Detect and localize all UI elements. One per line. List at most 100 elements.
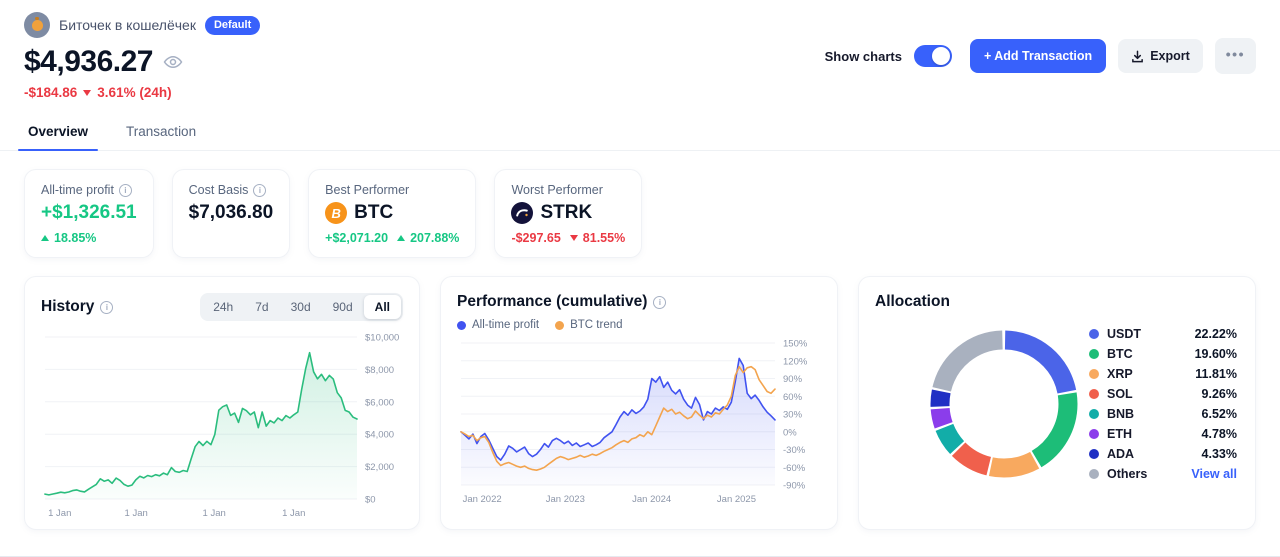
stat-percent: 81.55%	[582, 231, 626, 245]
history-title: History	[41, 298, 95, 315]
performance-card: Performance (cumulative) i All-time profi…	[440, 276, 838, 530]
legend-dot-btc-trend	[555, 320, 565, 330]
change-amount: -$184.86	[24, 85, 78, 100]
legend-label: SOL	[1107, 387, 1133, 401]
stat-card-cost-basis: Cost Basis i $7,036.80	[171, 169, 291, 258]
svg-text:120%: 120%	[783, 356, 808, 367]
legend-item-bnb: BNB 6.52%	[1089, 406, 1237, 423]
stat-value: +$1,326.51	[41, 202, 137, 223]
caret-down-icon	[83, 89, 92, 96]
header: Биточек в кошелёчек Default $4,936.27 -$…	[0, 0, 1280, 100]
history-chart: $10,000 $8,000 $6,000 $4,000 $2,000 $0 1 Jan 1 …	[44, 333, 399, 519]
svg-text:0%: 0%	[783, 427, 797, 438]
show-charts-toggle[interactable]	[913, 45, 952, 67]
allocation-donut	[930, 330, 1078, 478]
legend-label: All-time profit	[472, 319, 540, 331]
svg-text:$2,000: $2,000	[365, 462, 394, 473]
default-badge: Default	[204, 15, 261, 35]
legend-item-xrp: XRP 11.81%	[1089, 366, 1237, 383]
legend-dot	[1089, 329, 1099, 339]
range-button-7d[interactable]: 7d	[244, 295, 279, 319]
coin-symbol: BTC	[354, 202, 394, 223]
history-range-selector: 24h 7d 30d 90d All	[200, 293, 403, 321]
legend-percent: 9.26%	[1201, 387, 1237, 401]
legend-percent: 6.52%	[1201, 407, 1237, 421]
allocation-legend: USDT 22.22% BTC 19.60% XRP 11.81% SOL 9.26% BNB 6…	[1089, 326, 1239, 483]
legend-item-btc: BTC 19.60%	[1089, 346, 1237, 363]
export-button[interactable]: Export	[1118, 39, 1203, 73]
legend-dot	[1089, 449, 1099, 459]
legend-label: USDT	[1107, 327, 1142, 341]
stat-label: Worst Performer	[511, 183, 603, 197]
legend-dot	[1089, 469, 1099, 479]
range-button-30d[interactable]: 30d	[280, 295, 322, 319]
caret-down-icon	[569, 235, 578, 241]
charts-row: History i 24h 7d 30d 90d All $10,000 $8,000 $6,…	[0, 272, 1280, 530]
legend-item-sol: SOL 9.26%	[1089, 386, 1237, 403]
legend-label: BNB	[1107, 407, 1135, 421]
legend-dot	[1089, 429, 1099, 439]
legend-percent: 22.22%	[1194, 327, 1237, 341]
tab-bar: Overview Transaction	[0, 118, 1280, 151]
svg-text:$6,000: $6,000	[365, 397, 394, 408]
range-button-24h[interactable]: 24h	[202, 295, 244, 319]
wallet-summary: Биточек в кошелёчек Default $4,936.27 -$…	[24, 12, 261, 100]
legend-label: XRP	[1107, 367, 1133, 381]
tab-transaction[interactable]: Transaction	[126, 124, 197, 139]
stat-percent: 207.88%	[410, 231, 460, 245]
caret-up-icon	[41, 235, 49, 241]
legend-label: Others	[1107, 467, 1148, 481]
legend-percent: 4.78%	[1201, 427, 1237, 441]
btc-icon: B	[325, 202, 348, 224]
tab-overview[interactable]: Overview	[17, 118, 99, 151]
view-all-link[interactable]: View all	[1191, 467, 1237, 481]
info-icon[interactable]: i	[653, 295, 667, 309]
performance-legend: All-time profit BTC trend	[457, 319, 821, 331]
portfolio-balance: $4,936.27	[24, 45, 153, 78]
info-icon[interactable]: i	[118, 183, 132, 197]
header-controls: Show charts + Add Transaction Export •••	[825, 38, 1256, 74]
coin-symbol: STRK	[540, 202, 593, 223]
add-transaction-button[interactable]: + Add Transaction	[969, 39, 1107, 73]
donut-segment-btc	[930, 330, 1078, 478]
svg-text:$4,000: $4,000	[365, 430, 394, 441]
svg-text:60%: 60%	[783, 392, 803, 403]
eye-icon[interactable]	[163, 52, 183, 72]
stat-label: All-time profit	[41, 183, 114, 197]
svg-text:1 Jan: 1 Jan	[282, 508, 305, 519]
range-button-all[interactable]: All	[363, 295, 401, 319]
history-card: History i 24h 7d 30d 90d All $10,000 $8,000 $6,…	[24, 276, 420, 530]
stats-row: All-time profit i +$1,326.51 18.85% Cost …	[0, 151, 1280, 272]
stat-card-all-time-profit: All-time profit i +$1,326.51 18.85%	[24, 169, 154, 258]
legend-dot	[1089, 389, 1099, 399]
legend-dot	[1089, 349, 1099, 359]
svg-text:90%: 90%	[783, 374, 803, 385]
legend-label: BTC trend	[570, 319, 623, 331]
toggle-knob	[931, 47, 950, 65]
stat-value: +$2,071.20	[325, 231, 389, 245]
svg-text:150%: 150%	[783, 339, 808, 350]
legend-label: BTC	[1107, 347, 1133, 361]
legend-item-eth: ETH 4.78%	[1089, 426, 1237, 443]
svg-text:1 Jan: 1 Jan	[125, 508, 148, 519]
legend-percent: 11.81%	[1195, 367, 1237, 381]
stat-label: Best Performer	[325, 183, 410, 197]
svg-text:Jan 2025: Jan 2025	[717, 494, 756, 505]
allocation-title: Allocation	[875, 293, 950, 310]
legend-dot-all-time-profit	[457, 320, 466, 330]
legend-item-others: Others View all	[1089, 466, 1237, 483]
performance-title: Performance (cumulative)	[457, 293, 648, 310]
legend-item-usdt: USDT 22.22%	[1089, 326, 1237, 343]
donut-segment-ada	[930, 330, 1078, 478]
info-icon[interactable]: i	[253, 183, 267, 197]
svg-text:Jan 2022: Jan 2022	[463, 494, 502, 505]
stat-label: Cost Basis	[188, 183, 249, 197]
allocation-card: Allocation USDT 22.22% BTC 19.60% XRP 11.81% S…	[858, 276, 1256, 530]
balance-change: -$184.86 3.61% (24h)	[24, 85, 260, 100]
range-button-90d[interactable]: 90d	[322, 295, 364, 319]
stat-value: -$297.65	[511, 231, 561, 245]
more-options-button[interactable]: •••	[1214, 38, 1256, 74]
stat-percent: 18.85%	[54, 231, 97, 245]
info-icon[interactable]: i	[100, 300, 114, 314]
